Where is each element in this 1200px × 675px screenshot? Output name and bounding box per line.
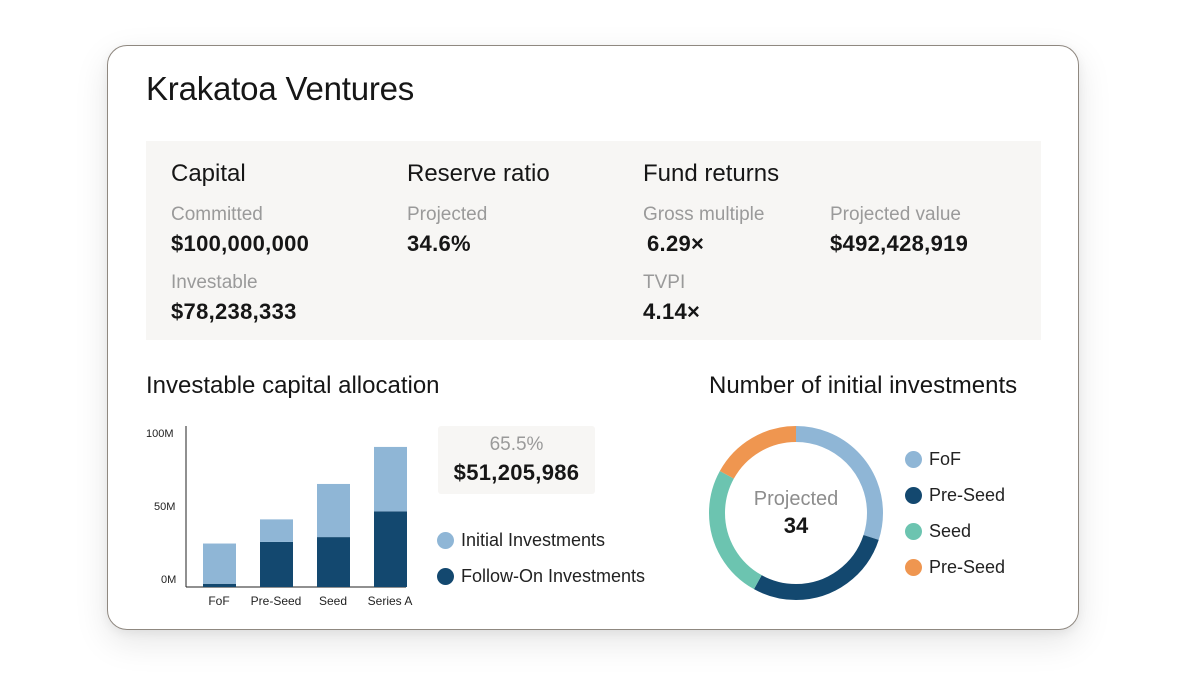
investable-label: Investable (171, 272, 258, 293)
fund-name: Krakatoa Ventures (146, 70, 415, 107)
bar-follow-on-investments-series-a[interactable] (374, 511, 407, 587)
x-tick-seed: Seed (318, 594, 348, 608)
initial-investments-title: Number of initial investments (709, 372, 1018, 399)
legend-initial-investments[interactable]: Initial Investments (437, 530, 605, 551)
capital-heading: Capital (171, 160, 246, 187)
legend-follow-on-investments[interactable]: Follow-On Investments (437, 566, 645, 587)
donut-center-value: 34 (783, 513, 809, 538)
tvpi-label: TVPI (643, 272, 686, 293)
x-tick-fof: FoF (208, 594, 230, 608)
gross-multiple-label: Gross multiple (643, 204, 765, 225)
allocation-tooltip: 65.5% $51,205,986 (438, 426, 595, 494)
legend-seed[interactable]: Seed (905, 521, 971, 542)
reserve-projected-value: 34.6% (407, 231, 471, 256)
allocation-bar-chart (185, 426, 407, 588)
reserve-ratio-heading: Reserve ratio (407, 160, 550, 187)
legend-label: FoF (929, 449, 962, 469)
bar-follow-on-investments-seed[interactable] (317, 537, 350, 587)
bar-initial-investments-seed[interactable] (317, 483, 350, 538)
legend-fof[interactable]: FoF (905, 449, 961, 470)
tvpi-value: 4.14× (643, 299, 701, 324)
legend-pre-seed-2[interactable]: Pre-Seed (905, 557, 1005, 578)
x-tick-series-a: Series A (367, 594, 413, 608)
legend-dot (437, 568, 454, 585)
committed-value: $100,000,000 (171, 231, 310, 256)
bar-initial-investments-fof[interactable] (203, 543, 236, 584)
y-tick-100m: 100M (146, 428, 174, 440)
legend-label: Pre-Seed (929, 485, 1006, 505)
bar-initial-investments-series-a[interactable] (374, 446, 407, 512)
donut-slice-2-pre-seed[interactable] (709, 426, 883, 600)
donut-center: Projected 34 (726, 488, 866, 539)
legend-label: Pre-Seed (929, 557, 1006, 577)
legend-pre-seed[interactable]: Pre-Seed (905, 485, 1005, 506)
legend-label: Initial Investments (461, 530, 606, 550)
y-tick-0m: 0M (161, 574, 177, 586)
donut-slice-4-pre-seed[interactable] (709, 426, 883, 600)
y-tick-50m: 50M (154, 501, 176, 513)
bar-initial-investments-pre-seed[interactable] (260, 519, 293, 542)
legend-dot (905, 523, 922, 540)
legend-label: Seed (929, 521, 972, 541)
stats-panel: Capital Committed $100,000,000 Investabl… (146, 141, 1041, 340)
legend-label: Follow-On Investments (461, 566, 646, 586)
legend-dot (905, 451, 922, 468)
bar-follow-on-investments-fof[interactable] (203, 583, 236, 587)
initial-investments-donut (709, 426, 883, 600)
bar-follow-on-investments-pre-seed[interactable] (260, 541, 293, 587)
committed-label: Committed (171, 204, 263, 225)
gross-multiple-value: 6.29× (647, 231, 705, 256)
legend-dot (905, 559, 922, 576)
fund-summary-card: Krakatoa Ventures Capital Committed $100… (107, 45, 1079, 630)
donut-slice-3-seed[interactable] (709, 426, 883, 600)
investable-value: $78,238,333 (171, 299, 297, 324)
x-tick-pre-seed: Pre-Seed (250, 594, 302, 608)
projected-value-value: $492,428,919 (830, 231, 969, 256)
legend-dot (437, 532, 454, 549)
projected-value-label: Projected value (830, 204, 961, 225)
allocation-chart-title: Investable capital allocation (146, 372, 440, 399)
reserve-projected-label: Projected (407, 204, 488, 225)
donut-center-label: Projected (753, 488, 839, 510)
fund-returns-heading: Fund returns (643, 160, 780, 187)
tooltip-percentage: 65.5% (489, 434, 544, 455)
legend-dot (905, 487, 922, 504)
tooltip-amount: $51,205,986 (453, 460, 580, 485)
